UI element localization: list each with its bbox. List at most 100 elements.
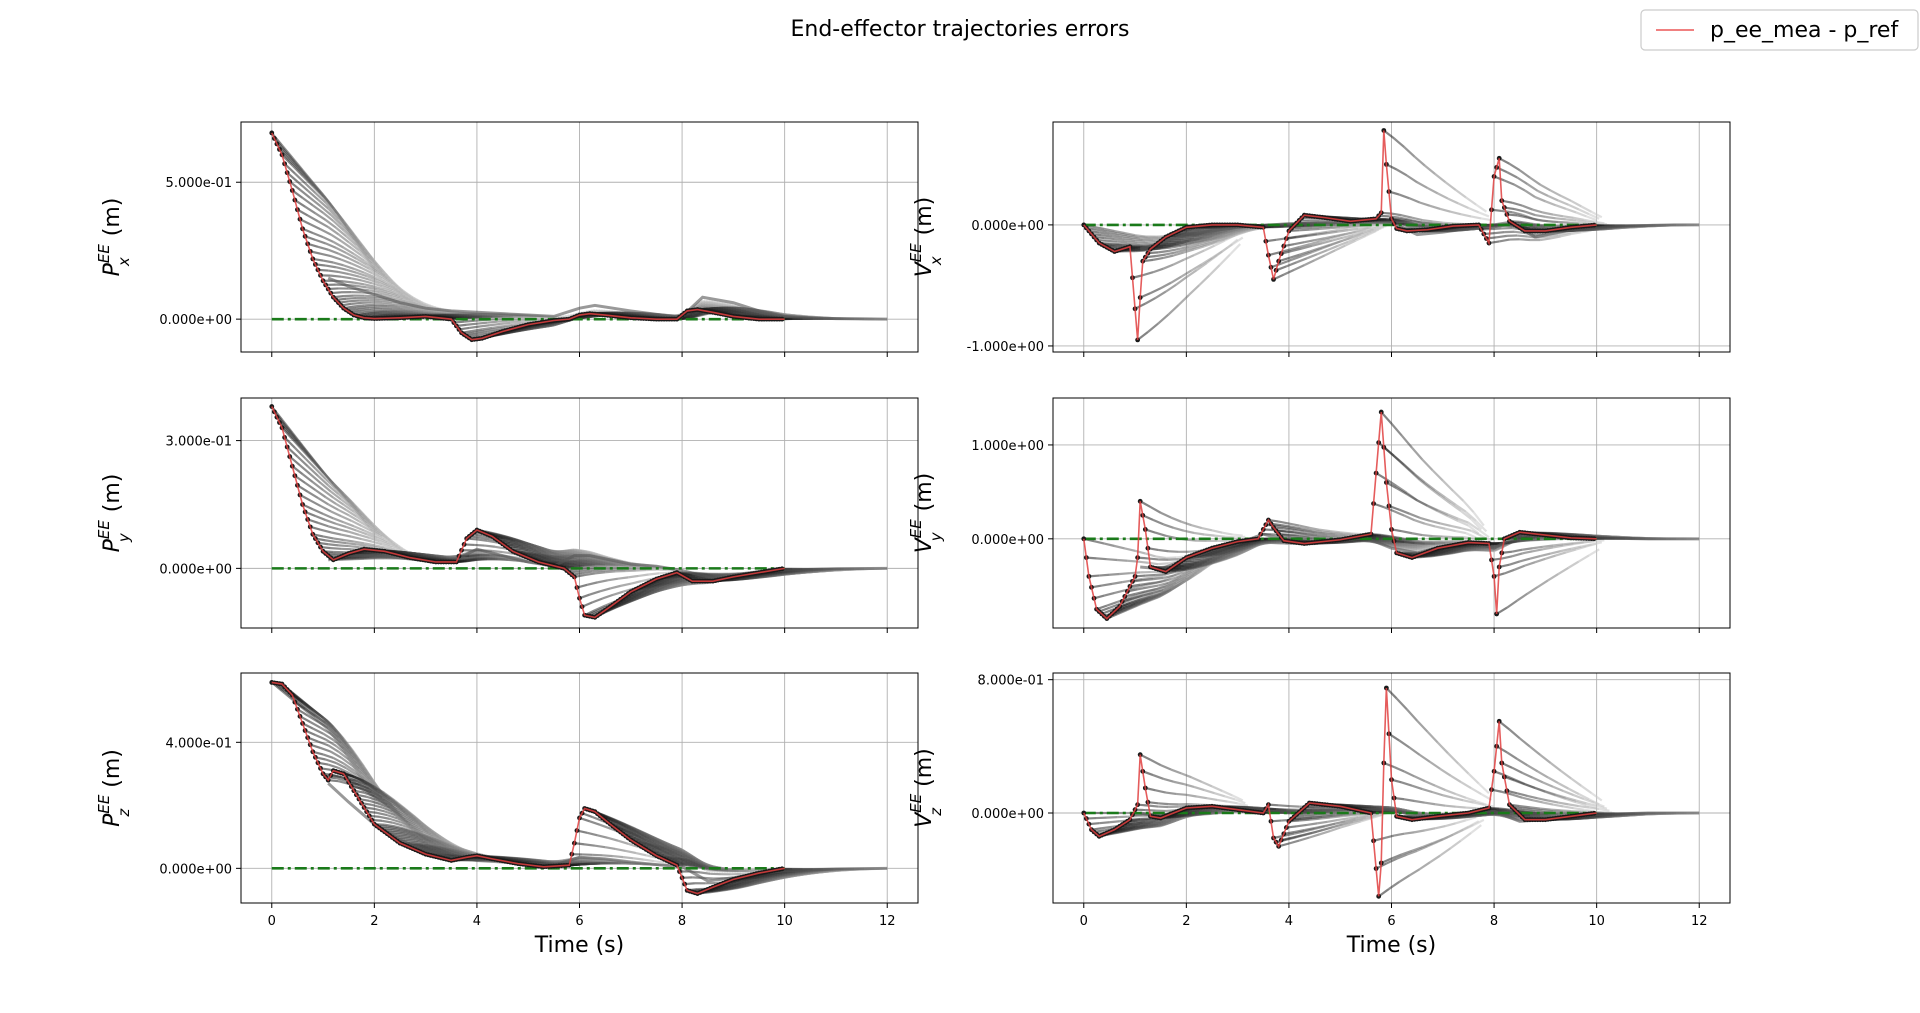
prediction-segment	[1193, 245, 1205, 251]
prediction-segment	[1358, 226, 1369, 231]
prediction-segment	[464, 319, 475, 323]
legend-frame	[1640, 9, 1919, 51]
prediction-segment	[1557, 231, 1569, 236]
prediction-segment	[1555, 217, 1566, 221]
prediction-segment	[1309, 247, 1321, 253]
prediction-segment	[358, 520, 370, 529]
prediction-segment	[1319, 237, 1331, 243]
prediction-segment	[312, 231, 324, 239]
prediction-segment	[497, 319, 508, 323]
prediction-segment	[1291, 255, 1303, 261]
prediction-segment	[1106, 239, 1118, 243]
prediction-segment	[1208, 264, 1221, 277]
prediction-segment	[337, 252, 350, 260]
prediction-segment	[1157, 249, 1169, 254]
prediction-segment	[346, 296, 357, 300]
prediction-segment	[1168, 247, 1179, 253]
prediction-segment	[1514, 207, 1526, 213]
prediction-segment	[353, 253, 365, 262]
prediction-segment	[320, 252, 332, 258]
measured-line	[271, 132, 785, 341]
prediction-segment	[304, 481, 316, 491]
prediction-segment	[348, 299, 360, 303]
prediction-segment	[317, 474, 329, 487]
y-tick-label: 0.000e+00	[159, 313, 232, 328]
prediction-segment	[1396, 168, 1408, 177]
prediction-segment	[1296, 234, 1308, 239]
prediction-segment	[322, 489, 334, 499]
prediction-segment	[512, 322, 524, 327]
prediction-segment	[1173, 243, 1184, 247]
prediction-segment	[324, 478, 337, 490]
prediction-segment	[1327, 230, 1338, 235]
prediction-segment	[353, 525, 365, 532]
prediction-segment	[1363, 228, 1374, 234]
prediction-segment	[312, 508, 324, 515]
prediction-segment	[363, 529, 375, 536]
prediction-segment	[345, 251, 357, 260]
prediction-segment	[288, 433, 301, 447]
prediction-segment	[1337, 240, 1349, 247]
prediction-segment	[1537, 189, 1549, 197]
prediction-segment	[1175, 248, 1187, 254]
prediction-segment	[301, 449, 314, 463]
prediction-segment	[1206, 240, 1218, 246]
prediction-segment	[1319, 243, 1331, 250]
prediction-segment	[389, 543, 401, 550]
prediction-segment	[530, 319, 542, 323]
prediction-segment	[1401, 214, 1413, 219]
prediction-segment	[351, 301, 362, 305]
prediction-segment	[307, 214, 319, 223]
prediction-segment	[1324, 235, 1336, 240]
prediction-segment	[281, 154, 294, 167]
prediction-segment	[1160, 246, 1172, 250]
prediction-segment	[353, 540, 365, 545]
prediction-segment	[1568, 221, 1579, 225]
prediction-segment	[335, 212, 347, 227]
prediction-segment	[345, 235, 358, 247]
prediction-segment	[335, 502, 347, 511]
prediction-segment	[1560, 194, 1572, 202]
prediction-segment	[1491, 227, 1502, 231]
prediction-segment	[1173, 251, 1185, 257]
prediction-segment	[342, 503, 355, 513]
prediction-segment	[1196, 243, 1208, 249]
prediction-segment	[312, 204, 324, 214]
prediction-segment	[312, 481, 324, 491]
prediction-segment	[1288, 246, 1300, 251]
prediction-segment	[306, 189, 319, 201]
prediction-segment	[1514, 183, 1526, 192]
prediction-segment	[1496, 234, 1508, 239]
prediction-segment	[304, 182, 317, 194]
prediction-segment	[392, 295, 403, 301]
prediction-segment	[1214, 239, 1226, 247]
prediction-segment	[1539, 183, 1552, 192]
prediction-segment	[1291, 247, 1303, 253]
prediction-segment	[402, 298, 414, 303]
prediction-segment	[330, 233, 342, 242]
prediction-segment	[317, 521, 329, 528]
prediction-segment	[283, 436, 296, 449]
prediction-segment	[1280, 258, 1292, 265]
prediction-segment	[353, 510, 365, 521]
prediction-segment	[356, 305, 367, 310]
prediction-segment	[1231, 236, 1244, 246]
prediction-segment	[1170, 275, 1182, 284]
prediction-segment	[1127, 234, 1138, 239]
prediction-segment	[399, 296, 411, 301]
prediction-segment	[1424, 225, 1436, 228]
prediction-segment	[329, 213, 342, 226]
prediction-segment	[348, 514, 360, 523]
prediction-segment	[319, 205, 332, 216]
prediction-segment	[348, 241, 360, 252]
prediction-segment	[348, 530, 360, 536]
prediction-segment	[1481, 217, 1492, 222]
prediction-segment	[1519, 220, 1531, 225]
prediction-segment	[1306, 253, 1318, 260]
prediction-segment	[338, 270, 349, 276]
prediction-segment	[288, 159, 301, 173]
prediction-segment	[1345, 230, 1356, 236]
prediction-segment	[1434, 173, 1447, 184]
y-axis-label-sup: EE	[95, 244, 113, 263]
prediction-segment	[1468, 206, 1480, 214]
